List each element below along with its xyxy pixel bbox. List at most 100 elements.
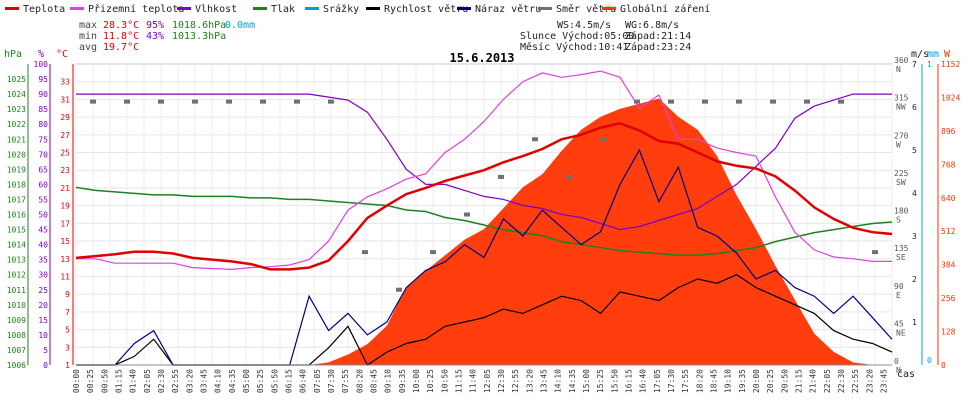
legend-swatch xyxy=(457,7,471,10)
x-tick-label: 22:05 xyxy=(823,369,832,393)
rain-tick-label: 1 xyxy=(927,60,932,69)
wind-direction-point xyxy=(362,250,368,255)
legend: Teplota Přizemní teplota Vlhkost Tlak Srážky… xyxy=(5,3,710,15)
pressure-tick-label: 1018 xyxy=(7,180,26,189)
wind-direction-point xyxy=(498,174,504,179)
radiation-tick-label: 256 xyxy=(941,294,956,303)
x-tick-label: 06:15 xyxy=(285,369,294,393)
stat-max-rain: 0.0mm xyxy=(225,20,255,31)
radiation-tick-label: 1152 xyxy=(941,60,960,69)
x-tick-label: 01:40 xyxy=(129,369,138,393)
direction-tick-label: NE xyxy=(896,328,906,337)
info-wg: WG:6.8m/s xyxy=(625,20,679,31)
x-tick-label: 08:45 xyxy=(370,369,379,393)
humidity-tick-label: 10 xyxy=(38,331,48,340)
temperature-tick-label: 25 xyxy=(60,149,70,158)
direction-tick-value: 360 xyxy=(894,56,909,65)
stat-avg-label: avg xyxy=(79,42,97,53)
wind-direction-point xyxy=(668,99,674,104)
legend-label: Rychlost větru xyxy=(384,3,468,15)
temperature-tick-label: 1 xyxy=(65,361,70,370)
temperature-tick-label: 31 xyxy=(60,95,70,104)
stat-min-humidity: 43% xyxy=(146,31,164,42)
pressure-tick-label: 1006 xyxy=(7,361,26,370)
x-tick-label: 17:55 xyxy=(681,369,690,393)
x-tick-label: 00:00 xyxy=(72,369,81,393)
temperature-tick-label: 33 xyxy=(60,78,70,87)
x-tick-label: 22:30 xyxy=(837,369,846,393)
x-tick-label: 10:00 xyxy=(412,369,421,393)
direction-tick-label: SW xyxy=(896,178,906,187)
radiation-tick-label: 384 xyxy=(941,261,956,270)
legend-swatch xyxy=(177,7,191,10)
wind-direction-point xyxy=(328,99,334,104)
legend-label: Srážky xyxy=(323,3,359,15)
wind-direction-point xyxy=(294,99,300,104)
direction-tick-label: S xyxy=(896,216,901,225)
wind-tick-label: 1 xyxy=(912,318,917,327)
wind-direction-point xyxy=(804,99,810,104)
wind-direction-point xyxy=(260,99,266,104)
legend-label: Teplota xyxy=(23,4,65,15)
series-line-přizemní-teplota xyxy=(76,70,892,271)
temperature-axis-label: °C xyxy=(56,49,68,60)
humidity-tick-label: 20 xyxy=(38,301,48,310)
wind-direction-point xyxy=(532,137,538,142)
radiation-tick-label: 128 xyxy=(941,328,956,337)
x-tick-label: 03:20 xyxy=(185,369,194,393)
x-tick-label: 00:50 xyxy=(100,369,109,393)
pressure-tick-label: 1013 xyxy=(7,256,26,265)
temperature-tick-label: 9 xyxy=(65,290,70,299)
humidity-tick-label: 100 xyxy=(34,60,49,69)
pressure-tick-label: 1024 xyxy=(7,90,26,99)
x-tick-label: 09:35 xyxy=(398,369,407,393)
legend-swatch xyxy=(366,7,380,10)
radiation-tick-label: 896 xyxy=(941,127,956,136)
info-sun-set: Západ:21:14 xyxy=(625,30,691,42)
humidity-tick-label: 65 xyxy=(38,165,48,174)
temperature-tick-label: 27 xyxy=(60,131,70,140)
x-tick-label: 15:00 xyxy=(582,369,591,393)
temperature-tick-label: 21 xyxy=(60,184,70,193)
axis-unit-labels: hPa % °C m/s mm W čas xyxy=(4,49,951,380)
series-line-vlhkost xyxy=(76,93,892,231)
series-line-tlak xyxy=(75,186,893,256)
direction-tick-value: 45 xyxy=(894,319,904,328)
radiation-tick-label: 512 xyxy=(941,227,956,236)
info-moon: Měsíc Východ:10:41 xyxy=(520,41,628,53)
pressure-tick-label: 1023 xyxy=(7,105,26,114)
legend-label: Vlhkost xyxy=(195,4,237,15)
x-tick-label: 13:20 xyxy=(525,369,534,393)
x-tick-label: 07:30 xyxy=(327,369,336,393)
pressure-axis-label: hPa xyxy=(4,49,22,60)
wind-direction-point xyxy=(192,99,198,104)
direction-tick-value: 270 xyxy=(894,131,909,140)
direction-tick-label: W xyxy=(896,140,901,149)
legend-label: Globální záření xyxy=(620,3,710,15)
direction-tick-label: N xyxy=(896,65,901,74)
x-tick-label: 09:10 xyxy=(384,369,393,393)
x-tick-label: 07:55 xyxy=(341,369,350,393)
pressure-tick-label: 1015 xyxy=(7,226,26,235)
wind-direction-point xyxy=(90,99,96,104)
x-tick-label: 15:50 xyxy=(610,369,619,393)
wind-direction-point xyxy=(872,250,878,255)
humidity-tick-label: 70 xyxy=(38,150,48,159)
direction-tick-value: 0 xyxy=(894,357,899,366)
x-tick-label: 16:40 xyxy=(639,369,648,393)
temperature-tick-label: 23 xyxy=(60,166,70,175)
x-tick-label: 16:15 xyxy=(625,369,634,393)
x-tick-label: 20:00 xyxy=(752,369,761,393)
pressure-tick-label: 1016 xyxy=(7,211,26,220)
humidity-tick-label: 30 xyxy=(38,271,48,280)
x-tick-label: 05:00 xyxy=(242,369,251,393)
x-tick-label: 01:15 xyxy=(115,369,124,393)
y-axes: 1006100710081009101010111012101310141015… xyxy=(7,56,961,375)
x-tick-label: 22:55 xyxy=(851,369,860,393)
x-axis-label: čas xyxy=(897,368,915,380)
wind-tick-label: 7 xyxy=(912,60,917,69)
temperature-tick-label: 5 xyxy=(65,326,70,335)
x-tick-label: 02:55 xyxy=(171,369,180,393)
x-tick-label: 02:05 xyxy=(143,369,152,393)
x-tick-label: 05:25 xyxy=(256,369,265,393)
